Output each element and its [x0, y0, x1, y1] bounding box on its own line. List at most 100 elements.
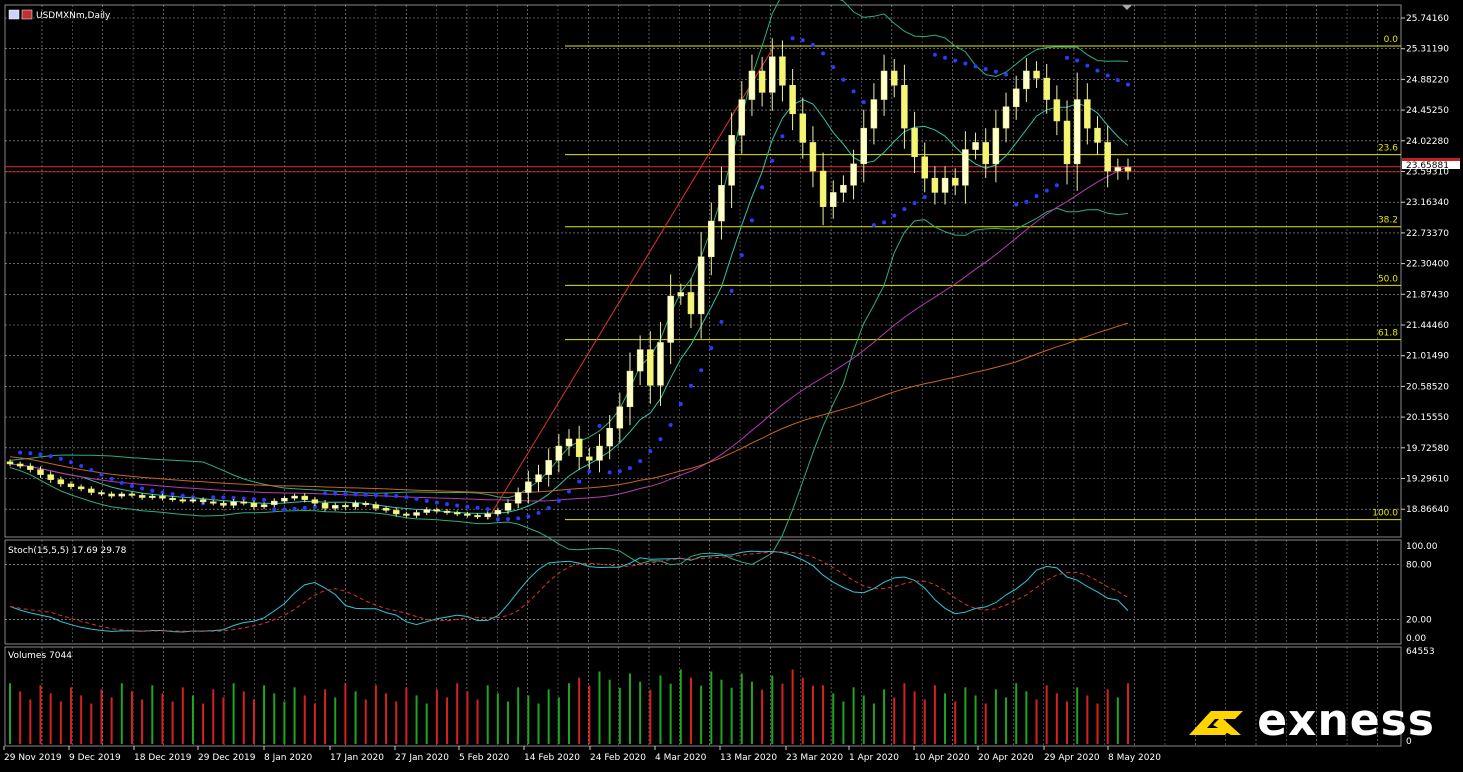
- candle-body: [362, 502, 369, 505]
- candle-body: [291, 495, 298, 499]
- psar-dot: [251, 497, 256, 502]
- psar-dot: [363, 492, 368, 497]
- psar-dot: [861, 100, 866, 105]
- date-tick-label: 13 Mar 2020: [720, 753, 777, 763]
- psar-dot: [414, 496, 419, 501]
- candle-body: [819, 170, 827, 207]
- candle-body: [1023, 70, 1030, 90]
- candle-body: [484, 513, 491, 518]
- date-tick-label: 4 Mar 2020: [655, 753, 707, 763]
- candle-body: [6, 461, 14, 465]
- psar-dot: [272, 507, 277, 512]
- price-tick-label: 20.58520: [1406, 382, 1449, 392]
- candle-body: [77, 486, 85, 490]
- candle-body: [667, 295, 674, 343]
- date-tick-label: 29 Apr 2020: [1044, 753, 1100, 763]
- psar-dot: [658, 437, 663, 442]
- price-tick-label: 24.88220: [1406, 75, 1449, 85]
- psar-dot: [373, 493, 378, 498]
- current-price-value: 23.65881: [1406, 161, 1449, 171]
- candle-body: [880, 70, 888, 100]
- stochastic-lines: [9, 550, 1129, 633]
- brand-name: exness: [1257, 695, 1435, 746]
- candle-body: [647, 349, 654, 386]
- candle-body: [911, 127, 918, 157]
- price-tick-label: 21.44460: [1406, 321, 1449, 331]
- candles: [6, 38, 1132, 520]
- candle-body: [921, 156, 928, 179]
- stoch-tick-label: 80.00: [1406, 560, 1432, 570]
- price-tick-label: 23.59310: [1406, 168, 1449, 178]
- candle-body: [1094, 127, 1101, 143]
- candle-body: [464, 513, 471, 516]
- candle-body: [799, 113, 807, 143]
- psar-dot: [465, 504, 470, 509]
- candle-body: [342, 505, 349, 508]
- candle-body: [586, 456, 593, 461]
- psar-dot: [587, 469, 592, 474]
- candle-body: [250, 502, 258, 508]
- candle-body: [728, 135, 735, 186]
- psar-dot: [953, 58, 958, 63]
- stoch-signal-line: [9, 551, 1129, 632]
- candle-body: [1002, 106, 1010, 129]
- psar-dot: [709, 346, 714, 351]
- candle-body: [636, 349, 644, 372]
- price-tick-label: 19.29610: [1406, 475, 1449, 485]
- psar-dot: [211, 495, 216, 500]
- candle-body: [138, 495, 146, 498]
- psar-dot: [688, 383, 693, 388]
- psar-dot: [780, 134, 785, 139]
- candle-body: [545, 460, 552, 475]
- candle-body: [1084, 99, 1091, 129]
- candle-body: [626, 370, 634, 408]
- candle-body: [189, 499, 197, 502]
- candle-body: [870, 99, 878, 129]
- psar-dot: [1004, 72, 1009, 77]
- candle-body: [392, 510, 400, 515]
- candle-body: [697, 256, 705, 315]
- candle-body: [271, 500, 278, 505]
- candle-body: [504, 502, 512, 511]
- fib-level-label: 0.0: [1384, 35, 1399, 45]
- psar-dot: [546, 506, 551, 511]
- psar-dot: [384, 493, 389, 498]
- date-tick-label: 5 Feb 2020: [459, 753, 510, 763]
- candle-body: [962, 149, 969, 186]
- candle-body: [941, 177, 949, 193]
- psar-dot: [567, 489, 571, 494]
- candle-body: [403, 513, 410, 516]
- psar-dot: [404, 495, 409, 500]
- bollinger-lower-line: [9, 207, 1129, 566]
- psar-dot: [678, 401, 683, 406]
- volume-panel-frame: [4, 646, 1402, 747]
- psar-dot: [800, 38, 805, 43]
- volume-tick-label: 64553: [1406, 647, 1435, 657]
- psar-dot: [1075, 58, 1080, 63]
- candle-body: [240, 501, 248, 504]
- psar-dot: [394, 494, 399, 499]
- psar-dot: [983, 67, 988, 72]
- psar-dot: [699, 368, 704, 373]
- psar-dot: [1065, 55, 1070, 60]
- psar-dot: [729, 288, 734, 293]
- psar-dot: [18, 450, 23, 455]
- psar-dot: [668, 423, 673, 428]
- psar-dot: [1024, 199, 1029, 204]
- volume-tick-label: 0: [1406, 737, 1412, 747]
- candle-body: [809, 142, 817, 172]
- candle-body: [514, 492, 522, 504]
- psar-dot: [1014, 202, 1019, 207]
- psar-dot: [963, 61, 968, 66]
- scroll-marker-icon[interactable]: [1122, 5, 1132, 10]
- date-tick-label: 17 Jan 2020: [330, 753, 384, 763]
- psar-dot: [282, 507, 287, 512]
- candle-body: [748, 70, 756, 100]
- candle-body: [931, 177, 939, 193]
- stoch-panel-frame: [4, 539, 1402, 645]
- fib-level-label: 50.0: [1378, 274, 1398, 284]
- psar-dot: [902, 207, 907, 212]
- psar-dot: [993, 69, 998, 74]
- symbol-header[interactable]: USDMXNm,Daily: [8, 9, 111, 21]
